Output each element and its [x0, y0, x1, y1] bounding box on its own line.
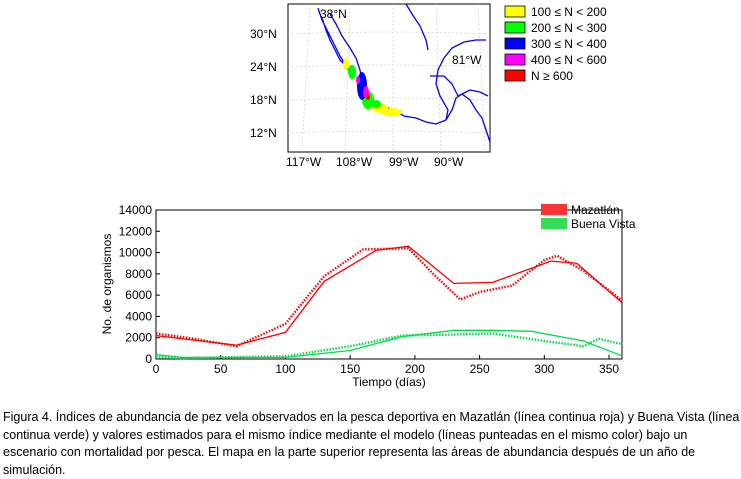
y-tick-label: 10000 [119, 246, 153, 260]
legend-label-buena-vista: Buena Vista [571, 217, 636, 231]
abundance-cell [366, 94, 370, 100]
corner-lon-label: 81°W [452, 53, 482, 67]
legend-swatch [504, 69, 526, 82]
chart-legend: Mazatlán Buena Vista [541, 203, 636, 231]
x-tick-label: 200 [405, 362, 425, 376]
y-tick-label: 4000 [125, 309, 152, 323]
corner-lat-label: 38°N [320, 7, 347, 21]
y-tick-label: 14000 [119, 203, 153, 217]
legend-swatch [504, 21, 526, 34]
lon-label: 117°W [286, 155, 322, 169]
abundance-chart: 0 2000 4000 6000 8000 10000 12000 14000 0 50 100 1… [100, 203, 636, 389]
x-tick-label: 0 [153, 362, 160, 376]
x-tick-label: 300 [534, 362, 554, 376]
abundance-map: 38°N 81°W 30°N 24°N 18°N 12°N 117°W 108°… [250, 3, 607, 169]
x-tick-label: 250 [470, 362, 490, 376]
coastline [317, 3, 491, 143]
series-line-1 [155, 247, 623, 348]
x-tick-label: 100 [275, 362, 295, 376]
abundance-cell [356, 76, 360, 84]
legend-swatch [504, 5, 526, 18]
plot-frame [155, 209, 623, 360]
x-tick-label: 50 [214, 362, 228, 376]
abundance-cells [343, 58, 402, 116]
y-tick-label: 0 [145, 352, 152, 366]
legend-swatch [504, 53, 526, 66]
legend-swatch-mazatlan [541, 204, 567, 215]
y-tick-label: 2000 [125, 331, 152, 345]
figure-caption: Figura 4. Índices de abundancia de pez v… [3, 410, 740, 477]
y-tick-label: 12000 [119, 224, 153, 238]
y-tick-label: 8000 [125, 267, 152, 281]
abundance-cell [371, 100, 381, 108]
legend-swatch-buena-vista [541, 218, 567, 229]
legend-label: N ≥ 600 [531, 69, 573, 83]
legend-label-mazatlan: Mazatlán [571, 203, 620, 217]
legend-label: 300 ≤ N < 400 [531, 37, 607, 51]
lat-label: 18°N [250, 93, 277, 107]
lon-label: 90°W [434, 155, 464, 169]
legend-label: 400 ≤ N < 600 [531, 53, 607, 67]
abundance-cell [343, 58, 349, 70]
x-axis-label: Tiempo (días) [352, 375, 426, 389]
x-axis: 0 50 100 150 200 250 300 350 [153, 355, 619, 376]
lat-label: 30°N [250, 27, 277, 41]
y-tick-label: 6000 [125, 288, 152, 302]
legend-label: 100 ≤ N < 200 [531, 5, 607, 19]
series-layer [155, 245, 623, 360]
y-axis-label: No. de organismos [100, 234, 114, 335]
lon-label: 99°W [389, 155, 419, 169]
lon-label: 108°W [336, 155, 373, 169]
series-line-3 [155, 332, 623, 360]
series-line-2 [155, 329, 623, 359]
legend-swatch [504, 37, 526, 50]
lat-label: 24°N [250, 60, 277, 74]
y-axis: 0 2000 4000 6000 8000 10000 12000 14000 [119, 203, 160, 366]
legend-label: 200 ≤ N < 300 [531, 21, 607, 35]
abundance-cell [382, 108, 402, 116]
x-tick-label: 150 [340, 362, 360, 376]
lat-label: 12°N [250, 126, 277, 140]
x-tick-label: 350 [599, 362, 619, 376]
abundance-cell [348, 65, 356, 79]
map-grid [287, 3, 491, 153]
map-legend: 100 ≤ N < 200 200 ≤ N < 300 300 ≤ N < 40… [504, 5, 607, 83]
map-frame [287, 3, 491, 153]
series-line-0 [155, 245, 623, 346]
